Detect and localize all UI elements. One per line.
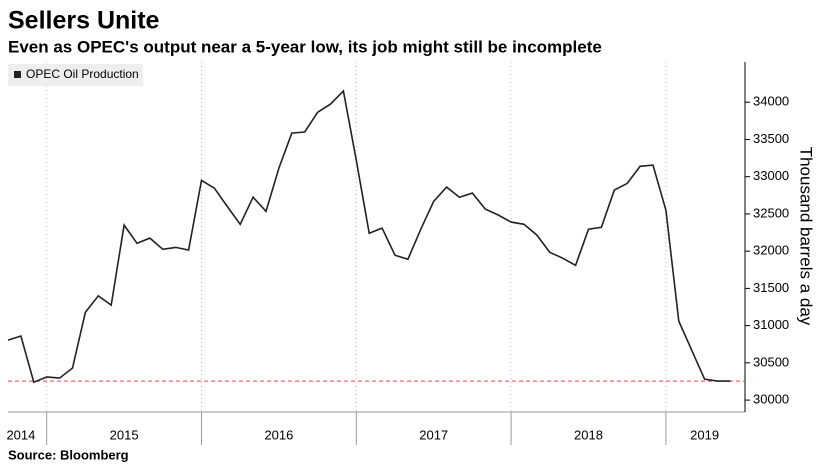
line-series: [7, 89, 731, 384]
legend-box: [8, 64, 143, 86]
x-tick-label: 2017: [419, 427, 448, 442]
y-axis-label: Thousand barrels a day: [797, 147, 816, 326]
y-tick-label: 30000: [753, 392, 789, 407]
y-tick-label: 34000: [753, 94, 789, 109]
chart-title: Sellers Unite: [8, 7, 160, 35]
x-tick-label: 2015: [110, 427, 139, 442]
legend: OPEC Oil Production: [8, 64, 143, 86]
x-tick-label: 2018: [574, 427, 603, 442]
y-tick-label: 31000: [753, 317, 789, 332]
y-tick-label: 33500: [753, 131, 789, 146]
legend-swatch: [14, 71, 21, 78]
x-tick-label: 2019: [690, 427, 719, 442]
x-tick-label: 2014: [6, 427, 35, 442]
chart-subtitle: Even as OPEC's output near a 5-year low,…: [8, 37, 602, 56]
source: Source: Bloomberg: [8, 447, 129, 462]
y-tick-label: 30500: [753, 354, 789, 369]
legend-label: OPEC Oil Production: [26, 67, 139, 81]
y-tick-label: 32000: [753, 243, 789, 258]
x-tick-label: 2016: [264, 427, 293, 442]
y-tick-label: 32500: [753, 205, 789, 220]
y-tick-label: 31500: [753, 280, 789, 295]
y-tick-label: 33000: [753, 168, 789, 183]
